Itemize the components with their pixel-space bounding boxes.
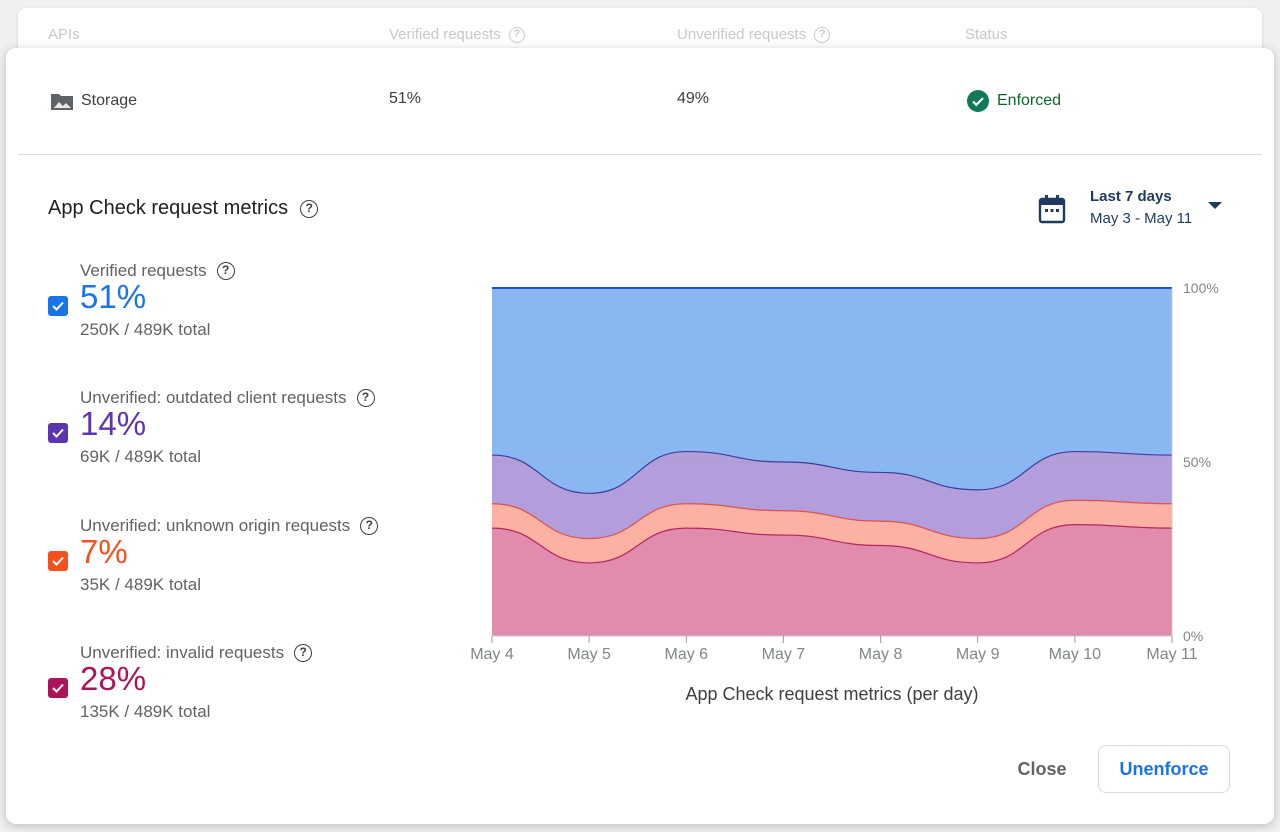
checkmark-icon: [52, 683, 64, 693]
close-button[interactable]: Close: [1017, 758, 1067, 779]
series-line-1: [491, 499, 1173, 540]
dropdown-caret-icon: [1208, 202, 1222, 209]
x-tick-label: May 11: [1146, 646, 1197, 663]
help-icon[interactable]: ?: [814, 26, 831, 43]
metric-label-text: Verified requests: [80, 261, 207, 280]
metric-detail: 35K / 489K total: [80, 575, 201, 594]
column-header-unverified-label: Unverified requests: [677, 26, 807, 43]
metric-label: Unverified: unknown origin requests?: [80, 516, 379, 536]
metric-value: 28%: [80, 660, 147, 697]
y-tick-label: 100%: [1183, 280, 1219, 296]
unenforce-button[interactable]: Unenforce: [1098, 745, 1230, 793]
metric-verified: Verified requests? 51% 250K / 489K total: [48, 261, 428, 371]
help-icon[interactable]: ?: [508, 26, 525, 43]
x-tick-label: May 5: [567, 646, 611, 663]
x-tick-label: May 10: [1049, 646, 1102, 663]
column-header-verified: Verified requests?: [389, 26, 525, 43]
series-line-0: [491, 524, 1173, 564]
area-series-2: [492, 451, 1172, 539]
area-series-0: [492, 524, 1172, 636]
metric-checkbox-outdated-client[interactable]: [48, 423, 68, 443]
request-metrics-chart: 100% 50% 0% May 4 May 5 May 6 May 7 May 8 May 9 M…: [6, 48, 1274, 824]
metric-unknown-origin: Unverified: unknown origin requests? 7% …: [48, 516, 428, 626]
metrics-section-title: App Check request metrics ?: [48, 197, 319, 220]
column-header-apis: APIs: [48, 26, 80, 43]
metric-invalid: Unverified: invalid requests? 28% 135K /…: [48, 643, 428, 753]
x-tick-label: May 8: [859, 646, 903, 663]
metric-detail: 69K / 489K total: [80, 447, 201, 466]
checkmark-icon: [52, 428, 64, 438]
status-badge: Enforced: [997, 92, 1062, 109]
metric-value: 51%: [80, 278, 147, 315]
column-header-apis-label: APIs: [48, 26, 80, 43]
metric-checkbox-unknown-origin[interactable]: [48, 551, 68, 571]
area-series-3: [492, 288, 1172, 494]
x-tick-label: May 6: [664, 646, 708, 663]
x-tick-label: May 9: [956, 646, 1000, 663]
metric-label-text: Unverified: outdated client requests: [80, 388, 347, 407]
image-folder-icon: [51, 94, 73, 110]
metric-detail: 250K / 489K total: [80, 320, 211, 339]
help-icon[interactable]: ?: [294, 644, 313, 662]
x-tick-label: May 4: [470, 646, 514, 663]
area-series-1: [492, 500, 1172, 563]
storage-unverified-value: 49%: [677, 90, 710, 107]
storage-name-cell: Storage: [49, 90, 137, 112]
divider: [18, 154, 1262, 155]
storage-unverified-cell: 49%: [677, 90, 709, 108]
x-tick-label: May 7: [762, 646, 806, 663]
y-tick-label: 0%: [1183, 628, 1203, 644]
app-check-metrics-dialog: Storage 51% 49% Enforced App Check reque…: [6, 48, 1274, 824]
stacked-area-chart: 100% 50% 0% May 4 May 5 May 6 May 7 May 8 May 9 M…: [470, 280, 1219, 704]
metric-value: 14%: [80, 405, 147, 442]
metric-label: Unverified: outdated client requests?: [80, 388, 375, 408]
help-icon[interactable]: ?: [216, 262, 235, 280]
metric-checkbox-verified[interactable]: [48, 296, 68, 316]
storage-status-cell: Enforced: [967, 90, 1061, 112]
x-axis-title: App Check request metrics (per day): [685, 684, 978, 704]
column-header-verified-label: Verified requests: [389, 26, 501, 43]
metric-label-text: Unverified: invalid requests: [80, 643, 285, 662]
metric-checkbox-invalid[interactable]: [48, 678, 68, 698]
metric-outdated-client: Unverified: outdated client requests? 14…: [48, 388, 428, 498]
column-header-status-label: Status: [965, 26, 1008, 43]
metric-label: Unverified: invalid requests?: [80, 643, 313, 663]
storage-api-row: Storage 51% 49% Enforced: [6, 48, 1274, 154]
metric-label-text: Unverified: unknown origin requests: [80, 516, 351, 535]
date-range-value: May 3 - May 11: [1090, 210, 1193, 227]
column-header-unverified: Unverified requests?: [677, 26, 831, 43]
metric-detail: 135K / 489K total: [80, 702, 211, 721]
checkmark-icon: [52, 301, 64, 311]
metric-value: 7%: [80, 533, 128, 570]
storage-name: Storage: [81, 92, 138, 109]
metrics-title: App Check request metrics: [48, 197, 289, 219]
storage-verified-value: 51%: [389, 90, 422, 107]
date-range-picker[interactable]: Last 7 days May 3 - May 11: [1038, 188, 1228, 234]
y-tick-label: 50%: [1183, 454, 1211, 470]
date-range-label: Last 7 days: [1090, 188, 1172, 205]
help-icon[interactable]: ?: [360, 517, 379, 535]
calendar-icon: [1038, 195, 1066, 224]
storage-verified-cell: 51%: [389, 90, 421, 108]
help-icon[interactable]: ?: [300, 199, 319, 218]
metric-label: Verified requests?: [80, 261, 235, 281]
series-line-2: [491, 450, 1173, 494]
column-header-status: Status: [965, 26, 1008, 43]
check-circle-icon: [967, 90, 989, 112]
checkmark-icon: [52, 556, 64, 566]
help-icon[interactable]: ?: [356, 389, 375, 407]
